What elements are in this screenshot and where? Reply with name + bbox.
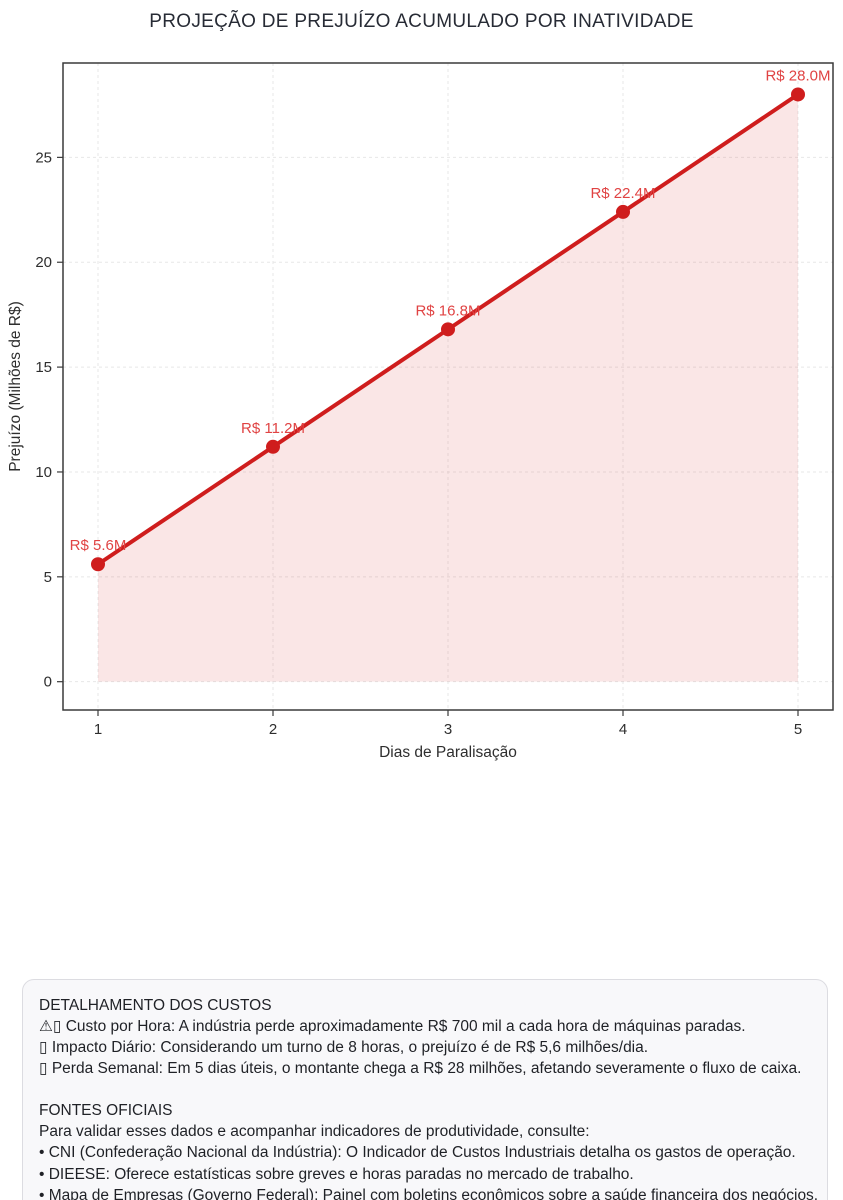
source-item-cni: • CNI (Confederação Nacional da Indústri… bbox=[39, 1144, 796, 1162]
data-point-marker bbox=[441, 322, 455, 337]
source-item-dieese: • DIEESE: Oferece estatísticas sobre gre… bbox=[39, 1165, 634, 1183]
x-tick-label: 2 bbox=[269, 721, 277, 738]
data-point-label: R$ 11.2M bbox=[241, 420, 305, 437]
cost-line-hourly: ⚠▯ Custo por Hora: A indústria perde apr… bbox=[39, 1018, 746, 1036]
data-point-label: R$ 28.0M bbox=[765, 67, 830, 84]
cost-line-daily: ▯ Impacto Diário: Considerando um turno … bbox=[39, 1039, 649, 1057]
chart-title: PROJEÇÃO DE PREJUÍZO ACUMULADO POR INATI… bbox=[149, 11, 694, 32]
cost-section: DETALHAMENTO DOS CUSTOS ⚠▯ Custo por Hor… bbox=[39, 995, 811, 1079]
x-tick-label: 4 bbox=[619, 721, 627, 738]
loss-projection-line-chart: 1 2 3 4 5 0 5 10 15 20 25 R$ 5.6M R$ 11.2M R$ 16.8M R$… bbox=[7, 62, 834, 761]
data-point-marker bbox=[91, 557, 105, 572]
data-point-marker bbox=[791, 87, 805, 102]
y-tick-label: 0 bbox=[44, 674, 52, 691]
data-point-label: R$ 22.4M bbox=[590, 185, 655, 202]
sources-section-heading: FONTES OFICIAIS bbox=[39, 1102, 173, 1120]
cost-line-weekly: ▯ Perda Semanal: Em 5 dias úteis, o mont… bbox=[39, 1060, 802, 1078]
data-point-label: R$ 16.8M bbox=[415, 302, 480, 319]
x-tick-label: 3 bbox=[444, 721, 452, 738]
cost-section-heading: DETALHAMENTO DOS CUSTOS bbox=[39, 997, 272, 1014]
x-tick-label: 1 bbox=[94, 721, 102, 738]
data-point-marker bbox=[616, 204, 630, 219]
area-fill bbox=[98, 94, 798, 682]
x-tick-label: 5 bbox=[794, 721, 802, 738]
x-axis-title: Dias de Paralisação bbox=[379, 744, 517, 761]
info-panel: DETALHAMENTO DOS CUSTOS ⚠▯ Custo por Hor… bbox=[22, 979, 828, 1200]
spacer bbox=[39, 1079, 811, 1100]
y-tick-label: 15 bbox=[35, 359, 52, 376]
source-item-mapa-empresas: • Mapa de Empresas (Governo Federal): Pa… bbox=[39, 1186, 819, 1200]
data-point-marker bbox=[266, 439, 280, 454]
y-axis-title: Prejuízo (Milhões de R$) bbox=[7, 301, 24, 472]
sources-intro: Para validar esses dados e acompanhar in… bbox=[39, 1123, 590, 1141]
sources-section: FONTES OFICIAIS Para validar esses dados… bbox=[39, 1100, 819, 1200]
y-tick-label: 10 bbox=[35, 464, 52, 481]
y-tick-label: 5 bbox=[44, 569, 52, 586]
y-tick-label: 20 bbox=[35, 254, 52, 271]
data-point-label: R$ 5.6M bbox=[70, 537, 127, 554]
y-tick-label: 25 bbox=[35, 149, 52, 166]
